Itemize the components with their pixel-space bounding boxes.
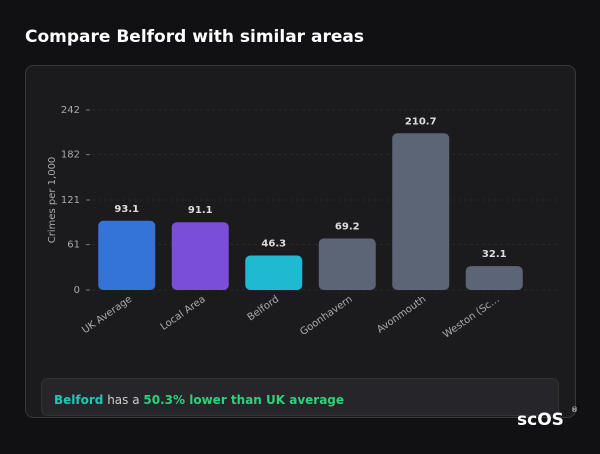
summary-text: has a	[107, 393, 139, 407]
page-title: Compare Belford with similar areas	[25, 27, 364, 47]
value-label: 69.2	[335, 222, 360, 233]
value-label: 91.1	[188, 205, 213, 216]
y-tick-label: 242	[61, 105, 80, 116]
bar	[318, 238, 376, 290]
value-label: 210.7	[405, 116, 437, 127]
value-label: 93.1	[114, 204, 139, 215]
y-axis-label: Crimes per 1,000	[47, 157, 58, 244]
bar	[245, 255, 303, 290]
bar	[98, 220, 156, 290]
logo-mark: ®	[571, 406, 578, 414]
y-tick-label: 0	[74, 285, 80, 296]
value-label: 46.3	[261, 239, 286, 250]
summary-highlight: 50.3% lower than UK average	[143, 393, 344, 407]
bar	[171, 222, 229, 290]
y-tick-label: 61	[67, 240, 80, 251]
summary-subject: Belford	[54, 393, 103, 407]
logo: scOS	[517, 410, 564, 430]
summary: Belford has a 50.3% lower than UK averag…	[54, 393, 344, 407]
summary-box	[41, 378, 559, 416]
bar	[465, 266, 523, 290]
y-tick-label: 121	[61, 195, 80, 206]
y-tick-label: 182	[61, 150, 80, 161]
value-label: 32.1	[482, 249, 507, 260]
bar	[392, 133, 450, 290]
